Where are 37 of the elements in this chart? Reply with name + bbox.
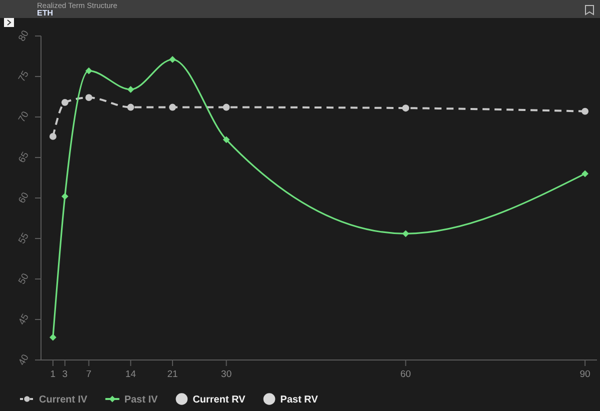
point [61, 98, 68, 106]
point [85, 67, 92, 74]
x-tick-label: 90 [580, 369, 590, 380]
point [61, 192, 68, 200]
point [127, 86, 134, 93]
legend-label: Current RV [192, 394, 246, 406]
y-tick-label: 40 [16, 352, 32, 368]
y-tick-label: 65 [16, 150, 32, 165]
point [127, 104, 134, 111]
point [222, 136, 230, 144]
point [582, 108, 589, 115]
legend-label: Past RV [280, 394, 318, 406]
legend-label: Past IV [124, 394, 158, 406]
point [402, 230, 410, 238]
x-tick-label: 1 [50, 369, 56, 380]
x-tick-label: 60 [400, 369, 411, 380]
point [402, 104, 410, 112]
legend-label: Current IV [39, 394, 88, 406]
x-tick-label: 14 [125, 369, 136, 380]
x-tick-label: 30 [221, 369, 232, 380]
y-tick-label: 50 [16, 272, 32, 286]
point [49, 132, 56, 140]
y-tick-label: 55 [16, 231, 32, 246]
chart-subtitle: ETH [37, 8, 54, 18]
x-tick-label: 7 [86, 369, 92, 380]
point [85, 94, 92, 102]
y-tick-label: 75 [16, 69, 32, 84]
point [582, 170, 588, 178]
x-tick-label: 21 [167, 369, 178, 380]
point [50, 334, 56, 341]
y-tick-label: 70 [16, 110, 32, 124]
point [169, 104, 176, 111]
y-tick-label: 60 [16, 190, 32, 206]
x-tick-label: 3 [62, 369, 68, 380]
point [222, 104, 230, 111]
y-tick-label: 45 [16, 312, 32, 327]
y-tick-label: 80 [16, 28, 32, 44]
